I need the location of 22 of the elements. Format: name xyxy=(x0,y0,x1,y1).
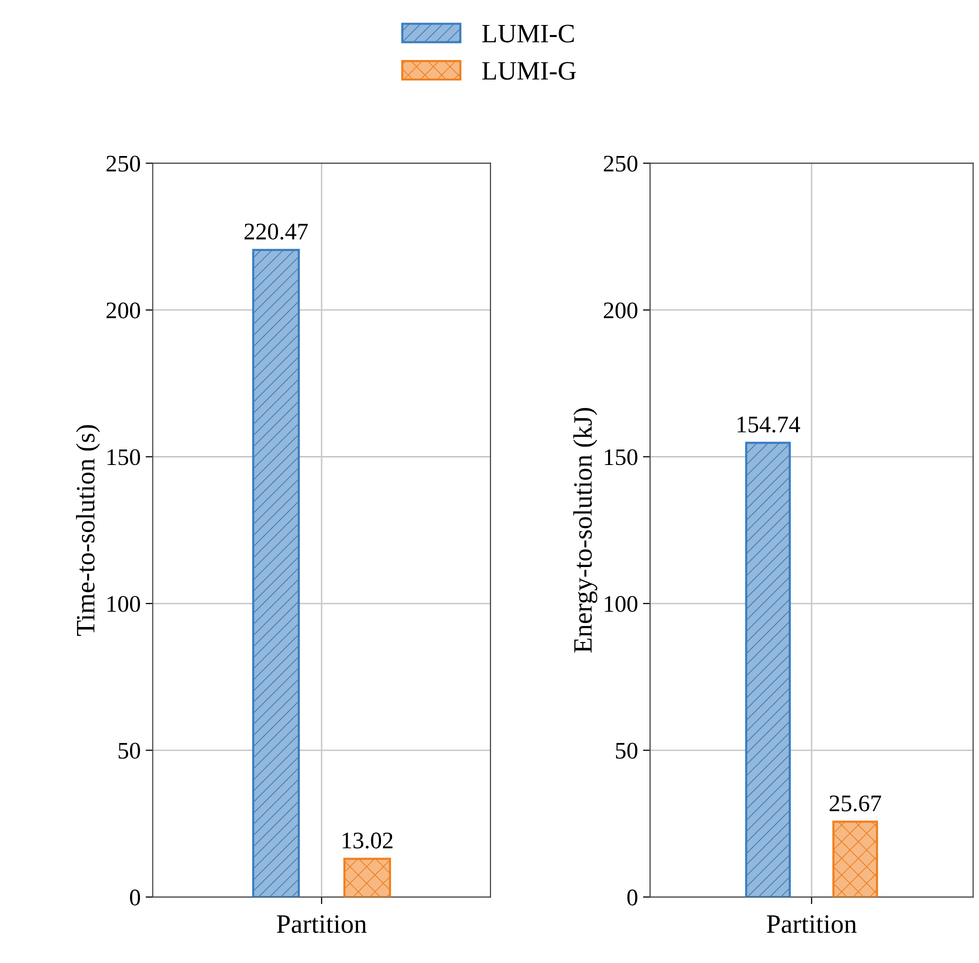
y-tick-label: 200 xyxy=(106,302,140,318)
y-tick-label: 200 xyxy=(604,302,638,318)
y-tick-label: 0 xyxy=(130,890,140,906)
y-tick-label: 150 xyxy=(108,449,140,466)
y-axis-title: Time-to-solution (s) xyxy=(76,425,100,636)
x-axis-title: Partition xyxy=(276,915,367,933)
y-tick-label: 250 xyxy=(604,156,638,172)
y-tick-label: 100 xyxy=(108,596,140,612)
y-tick-label: 150 xyxy=(604,449,638,466)
y-tick-label: 50 xyxy=(118,742,140,759)
legend-label: LUMI-C xyxy=(482,24,574,42)
y-tick-label: 250 xyxy=(106,156,140,172)
x-axis-title: Partition xyxy=(766,915,857,933)
data-label: 13.02 xyxy=(342,832,392,849)
y-tick-label: 0 xyxy=(627,890,638,906)
data-label: 154.74 xyxy=(738,416,800,433)
data-label: 220.47 xyxy=(244,224,308,240)
data-label: 25.67 xyxy=(830,795,882,812)
legend-label: LUMI-G xyxy=(482,62,576,80)
y-tick-label: 50 xyxy=(616,742,638,759)
y-axis-title: Energy-to-solution (kJ) xyxy=(573,408,598,653)
y-tick-label: 100 xyxy=(604,596,638,612)
